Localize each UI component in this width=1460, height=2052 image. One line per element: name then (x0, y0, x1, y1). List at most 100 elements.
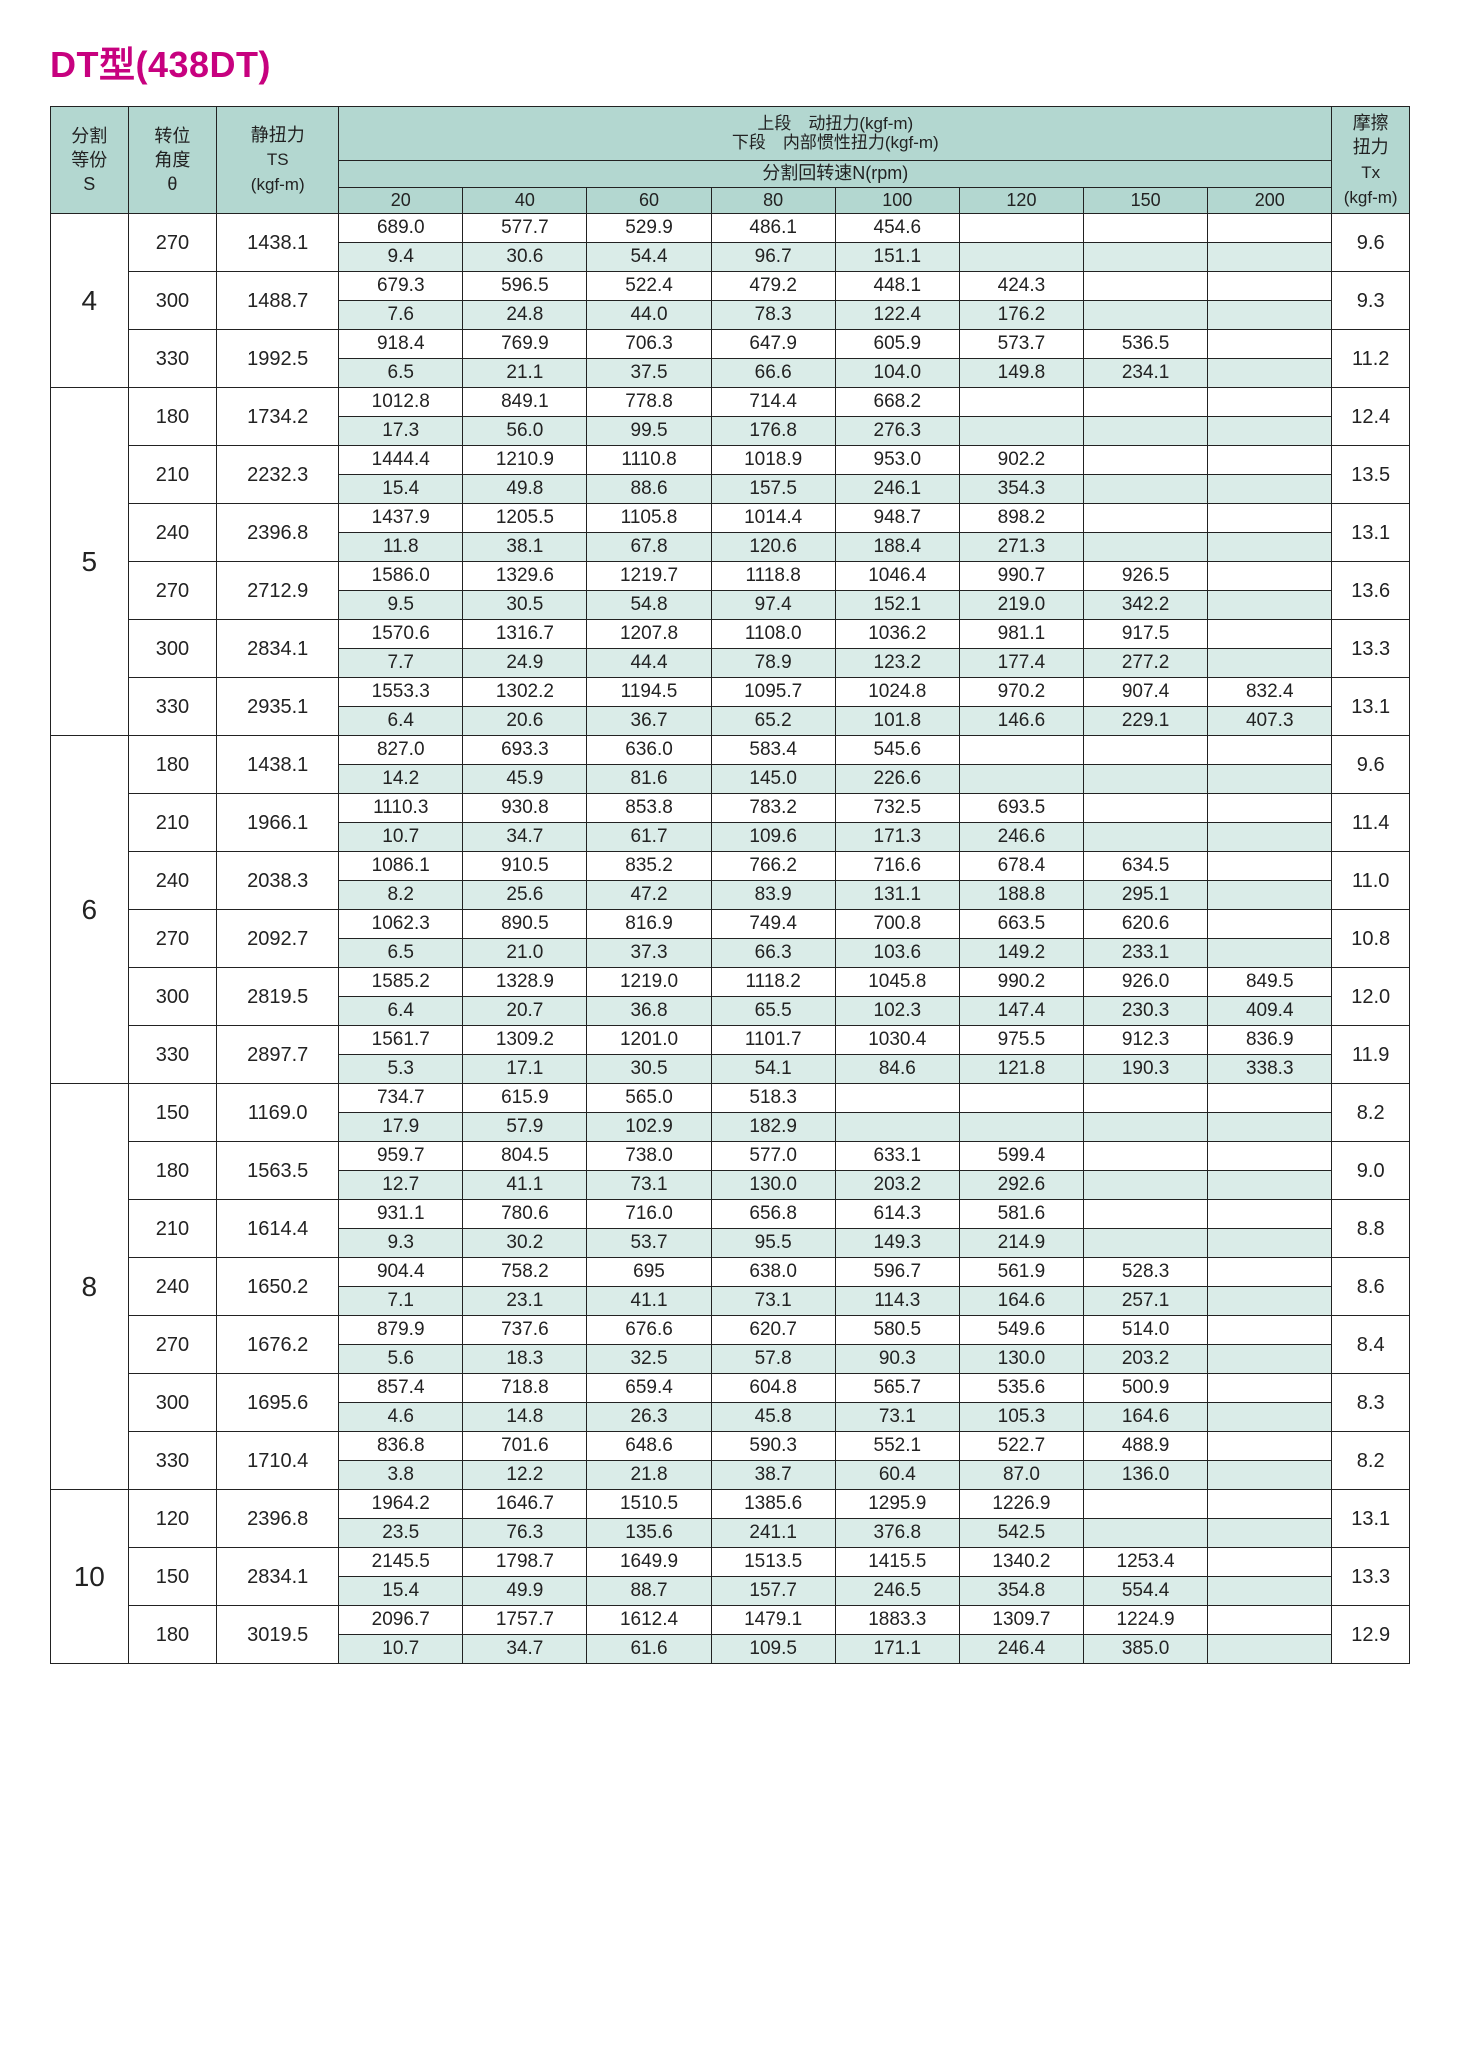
cell-upper: 615.9 (463, 1084, 587, 1113)
cell-upper: 1030.4 (835, 1026, 959, 1055)
cell-lower (1208, 1171, 1332, 1200)
cell-lower (1208, 823, 1332, 852)
cell-upper: 904.4 (339, 1258, 463, 1287)
cell-lower: 37.3 (587, 939, 711, 968)
cell-lower (1208, 881, 1332, 910)
col-header-rpm-label: 分割回转速N(rpm) (339, 161, 1332, 188)
cell-lower: 157.5 (711, 475, 835, 504)
cell-upper: 1479.1 (711, 1606, 835, 1635)
cell-upper: 1798.7 (463, 1548, 587, 1577)
cell-upper: 693.3 (463, 736, 587, 765)
cell-upper (1208, 330, 1332, 359)
cell-upper (1208, 562, 1332, 591)
cell-lower: 104.0 (835, 359, 959, 388)
cell-upper: 930.8 (463, 794, 587, 823)
cell-lower: 188.4 (835, 533, 959, 562)
cell-upper (959, 388, 1083, 417)
col-header-theta: 转位角度θ (128, 107, 217, 214)
cell-tx: 11.0 (1332, 852, 1410, 910)
cell-upper (1208, 1142, 1332, 1171)
cell-lower (1084, 301, 1208, 330)
cell-ts: 1966.1 (217, 794, 339, 852)
cell-tx: 8.8 (1332, 1200, 1410, 1258)
cell-lower: 123.2 (835, 649, 959, 678)
page-title: DT型(438DT) (50, 36, 1410, 88)
cell-upper: 917.5 (1084, 620, 1208, 649)
cell-ts: 2396.8 (217, 1490, 339, 1548)
cell-upper: 706.3 (587, 330, 711, 359)
cell-theta: 300 (128, 620, 217, 678)
cell-lower: 146.6 (959, 707, 1083, 736)
cell-lower: 105.3 (959, 1403, 1083, 1432)
cell-upper: 1207.8 (587, 620, 711, 649)
cell-upper (1208, 1490, 1332, 1519)
cell-upper: 1444.4 (339, 446, 463, 475)
cell-upper: 718.8 (463, 1374, 587, 1403)
cell-upper: 1194.5 (587, 678, 711, 707)
cell-upper: 1205.5 (463, 504, 587, 533)
cell-ts: 2396.8 (217, 504, 339, 562)
cell-theta: 330 (128, 1432, 217, 1490)
cell-upper (1084, 1200, 1208, 1229)
cell-lower: 38.1 (463, 533, 587, 562)
cell-theta: 330 (128, 330, 217, 388)
cell-upper: 780.6 (463, 1200, 587, 1229)
cell-lower: 9.4 (339, 243, 463, 272)
cell-upper: 912.3 (1084, 1026, 1208, 1055)
cell-theta: 150 (128, 1548, 217, 1606)
cell-upper: 1340.2 (959, 1548, 1083, 1577)
cell-upper (959, 1084, 1083, 1113)
cell-lower: 11.8 (339, 533, 463, 562)
cell-upper: 1210.9 (463, 446, 587, 475)
cell-lower: 47.2 (587, 881, 711, 910)
cell-upper: 890.5 (463, 910, 587, 939)
cell-upper: 590.3 (711, 1432, 835, 1461)
cell-upper: 424.3 (959, 272, 1083, 301)
cell-lower: 78.3 (711, 301, 835, 330)
cell-upper: 695 (587, 1258, 711, 1287)
cell-upper: 552.1 (835, 1432, 959, 1461)
cell-upper: 1086.1 (339, 852, 463, 881)
col-header-s: 分割等份S (51, 107, 129, 214)
cell-lower: 17.3 (339, 417, 463, 446)
cell-upper (1208, 1548, 1332, 1577)
cell-upper: 577.7 (463, 214, 587, 243)
cell-lower: 6.5 (339, 939, 463, 968)
cell-upper: 479.2 (711, 272, 835, 301)
cell-lower (1208, 359, 1332, 388)
cell-upper: 879.9 (339, 1316, 463, 1345)
cell-upper: 522.7 (959, 1432, 1083, 1461)
cell-upper (1208, 1374, 1332, 1403)
cell-upper: 1012.8 (339, 388, 463, 417)
cell-upper: 1045.8 (835, 968, 959, 997)
cell-upper: 454.6 (835, 214, 959, 243)
cell-lower: 21.1 (463, 359, 587, 388)
cell-lower: 21.8 (587, 1461, 711, 1490)
cell-upper: 577.0 (711, 1142, 835, 1171)
cell-upper (1208, 1258, 1332, 1287)
cell-lower: 12.2 (463, 1461, 587, 1490)
cell-lower: 10.7 (339, 1635, 463, 1664)
cell-lower: 23.5 (339, 1519, 463, 1548)
cell-lower: 57.9 (463, 1113, 587, 1142)
cell-upper: 2096.7 (339, 1606, 463, 1635)
cell-upper: 647.9 (711, 330, 835, 359)
cell-lower (1084, 823, 1208, 852)
cell-theta: 210 (128, 794, 217, 852)
cell-lower: 246.5 (835, 1577, 959, 1606)
cell-upper: 1219.7 (587, 562, 711, 591)
cell-lower: 66.3 (711, 939, 835, 968)
cell-lower: 14.2 (339, 765, 463, 794)
cell-theta: 210 (128, 446, 217, 504)
cell-lower (1084, 243, 1208, 272)
col-header-rpm: 150 (1084, 187, 1208, 214)
cell-lower: 109.5 (711, 1635, 835, 1664)
cell-lower: 164.6 (959, 1287, 1083, 1316)
cell-ts: 1734.2 (217, 388, 339, 446)
cell-lower: 61.6 (587, 1635, 711, 1664)
cell-upper (1208, 504, 1332, 533)
cell-theta: 270 (128, 562, 217, 620)
cell-upper (1208, 388, 1332, 417)
cell-lower: 99.5 (587, 417, 711, 446)
cell-lower: 5.6 (339, 1345, 463, 1374)
